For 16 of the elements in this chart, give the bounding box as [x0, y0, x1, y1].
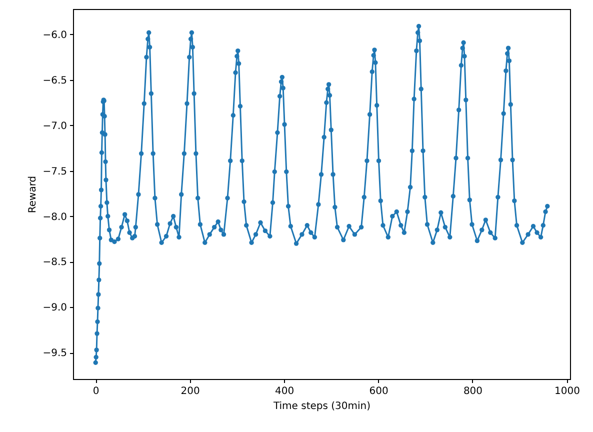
x-tick-label: 600	[369, 386, 388, 397]
x-tick-label: 0	[92, 386, 100, 397]
x-tick-label: 1000	[554, 386, 580, 397]
y-tick-label: −7.0	[42, 120, 67, 132]
y-tick-label: −9.0	[42, 302, 67, 314]
y-axis-title: Reward	[28, 176, 39, 214]
x-tick-label: 800	[463, 386, 483, 397]
x-tick-label: 400	[275, 386, 294, 397]
y-tick-label: −8.5	[42, 257, 67, 268]
y-tick-label: −8.0	[42, 212, 67, 223]
y-tick-label: −9.5	[42, 348, 67, 360]
y-tick-label: −7.5	[42, 166, 67, 178]
x-axis-title: Time steps (30min)	[272, 401, 371, 412]
y-tick-label: −6.0	[42, 30, 67, 41]
x-tick-label: 200	[180, 386, 200, 397]
y-tick-label: −6.5	[42, 75, 67, 86]
